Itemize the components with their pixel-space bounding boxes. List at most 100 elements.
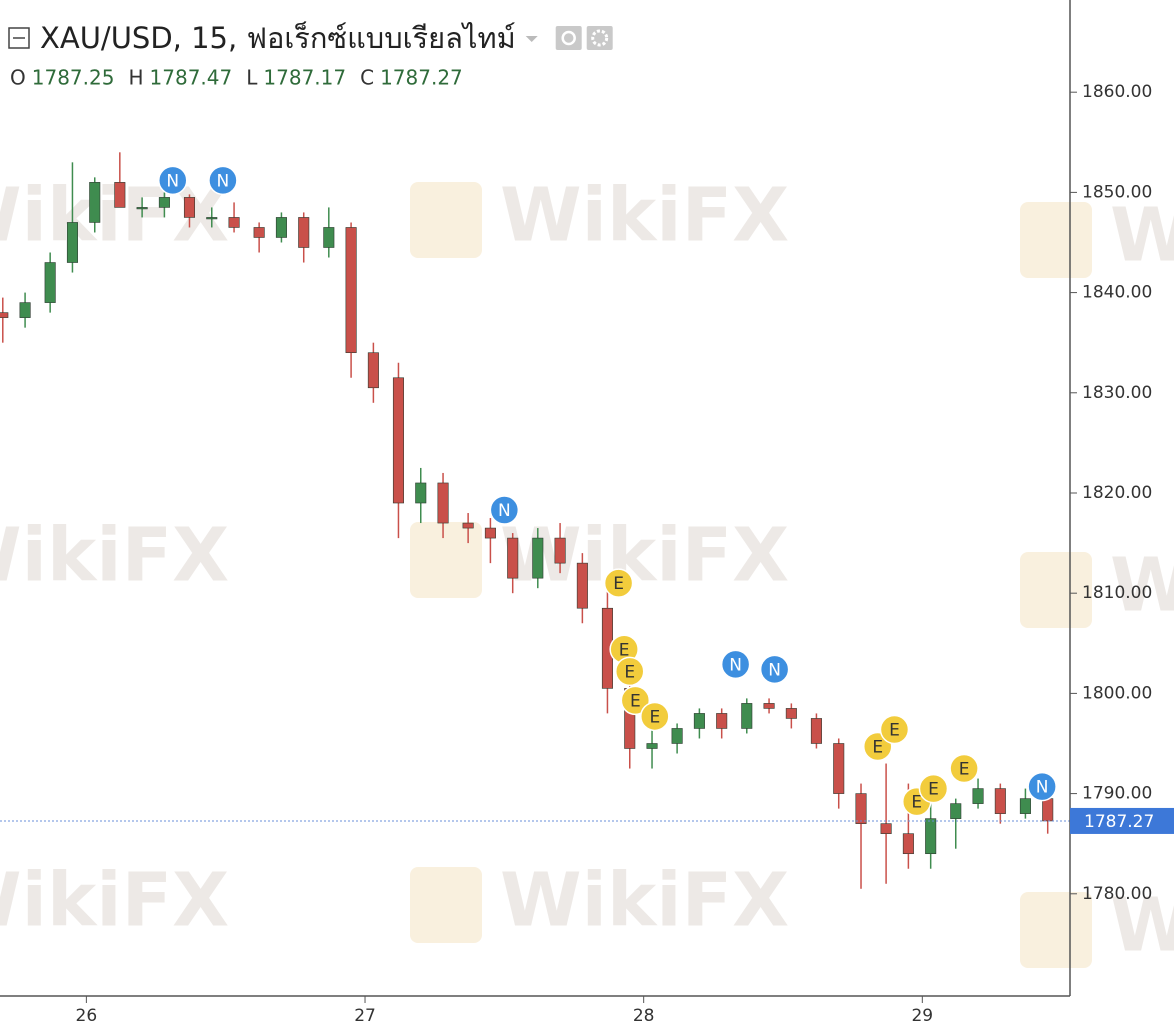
candle-body: [323, 227, 335, 248]
y-tick-label: 1790.00: [1082, 784, 1152, 804]
watermarks: WikiFX WikiFX WikiFX WikiFX WikiFX WikiFX Wiki…: [0, 173, 1174, 969]
candle-body: [114, 182, 126, 208]
event-badge: [949, 753, 979, 784]
eye-icon[interactable]: [555, 26, 582, 50]
event-badge: [879, 714, 910, 745]
watermark: WikiFX: [0, 858, 229, 944]
candle-body: [646, 743, 658, 749]
candle-body: [462, 522, 474, 529]
candle-body: [89, 182, 101, 223]
x-tick-label: 27: [354, 1006, 376, 1026]
dropdown-arrow[interactable]: [525, 36, 538, 42]
event-label: N: [217, 171, 230, 191]
watermark: WikiFX: [500, 173, 789, 259]
ohlc-value: 1787.17: [263, 66, 346, 90]
ohlc-key: O: [10, 66, 26, 90]
watermark-logo: [410, 867, 482, 943]
candle-body: [716, 713, 728, 729]
watermark-logo: [1020, 202, 1092, 278]
candle-body: [671, 728, 683, 744]
candle-body: [298, 217, 310, 248]
ohlc-value: 1787.25: [32, 66, 115, 90]
watermark: WikiFX: [1110, 883, 1174, 969]
event-badge: [603, 568, 634, 598]
candle-body: [810, 718, 822, 744]
event-label: N: [729, 655, 742, 675]
candle-body: [437, 482, 449, 524]
candle-body: [763, 703, 775, 709]
candle-body: [855, 793, 867, 824]
candle-body: [158, 197, 170, 208]
watermark-logo: [1020, 892, 1092, 968]
watermark-logo: [410, 182, 482, 258]
event-badge: [918, 773, 949, 804]
ohlc-readout: O 1787.25 H 1787.47 L 1787.17 C 1787.27: [10, 66, 463, 90]
candle-body: [925, 818, 937, 855]
axes: 1780.00 1790.00 1800.00 1810.00 1820.00 1830.…: [76, 82, 1174, 1026]
event-label: E: [630, 691, 641, 711]
watermark: WikiFX: [0, 513, 229, 599]
candle-body: [576, 562, 588, 609]
collapse-icon[interactable]: [8, 27, 30, 49]
ohlc-key: C: [360, 66, 374, 90]
event-label: N: [1036, 778, 1049, 798]
event-label: E: [619, 640, 630, 660]
ohlc-key: H: [128, 66, 143, 90]
event-badge: [759, 654, 790, 685]
event-badge: [158, 165, 188, 196]
header: XAU/USD, 15, ฟอเร็กซ์แบบเรียลไทม์ O 1787.…: [8, 20, 613, 90]
candle-body: [833, 743, 845, 794]
y-tick-label: 1840.00: [1082, 283, 1152, 303]
event-badge: [208, 165, 238, 196]
candle-body: [253, 227, 265, 238]
candle-body: [741, 703, 753, 729]
candle-body: [972, 788, 984, 804]
event-label: E: [889, 720, 900, 740]
event-label: E: [911, 793, 922, 813]
candle-body: [415, 482, 427, 504]
settings-icon-glyph: [591, 29, 609, 47]
x-tick-label: 26: [76, 1006, 98, 1026]
candle-body: [0, 312, 9, 318]
watermark: WikiFX: [1110, 193, 1174, 279]
candle-body: [554, 537, 566, 564]
candle-body: [136, 207, 148, 210]
candle-body: [532, 537, 544, 579]
y-tick-label: 1820.00: [1082, 483, 1152, 503]
event-label: E: [624, 662, 635, 682]
candle-body: [206, 217, 218, 220]
y-tick-label: 1780.00: [1082, 884, 1152, 904]
event-badge: [620, 685, 651, 716]
candle-body: [693, 713, 705, 729]
watermark-logo: [1020, 552, 1092, 628]
last-price-label: 1787.27: [1084, 812, 1154, 832]
eye-icon-glyph: [561, 30, 576, 46]
candle-body: [994, 788, 1006, 814]
chart-title: XAU/USD, 15, ฟอเร็กซ์แบบเรียลไทม์: [40, 20, 516, 55]
event-label: E: [872, 737, 883, 757]
watermark: WikiFX: [500, 858, 789, 944]
event-label: E: [613, 574, 624, 594]
event-badge: [640, 701, 670, 732]
settings-icon[interactable]: [586, 26, 613, 50]
event-badge: [1027, 771, 1057, 802]
watermark: WikiFX: [1110, 543, 1174, 629]
candle-body: [880, 823, 892, 834]
y-tick-label: 1860.00: [1082, 82, 1152, 102]
candle-body: [392, 377, 404, 504]
candle-body: [1042, 798, 1054, 822]
event-label: N: [768, 660, 781, 680]
event-badge: [489, 495, 520, 525]
candle-body: [275, 217, 287, 238]
header-icons: [555, 26, 613, 50]
candle-body: [484, 527, 496, 539]
ohlc-key: L: [246, 66, 258, 90]
candle-body: [1019, 798, 1031, 814]
event-label: N: [166, 171, 179, 191]
candle-body: [183, 197, 196, 218]
candle-body: [507, 537, 519, 579]
event-label: E: [959, 760, 970, 780]
last-price-tag: [1070, 807, 1174, 834]
x-tick-label: 29: [911, 1006, 933, 1026]
y-tick-label: 1800.00: [1082, 683, 1152, 703]
